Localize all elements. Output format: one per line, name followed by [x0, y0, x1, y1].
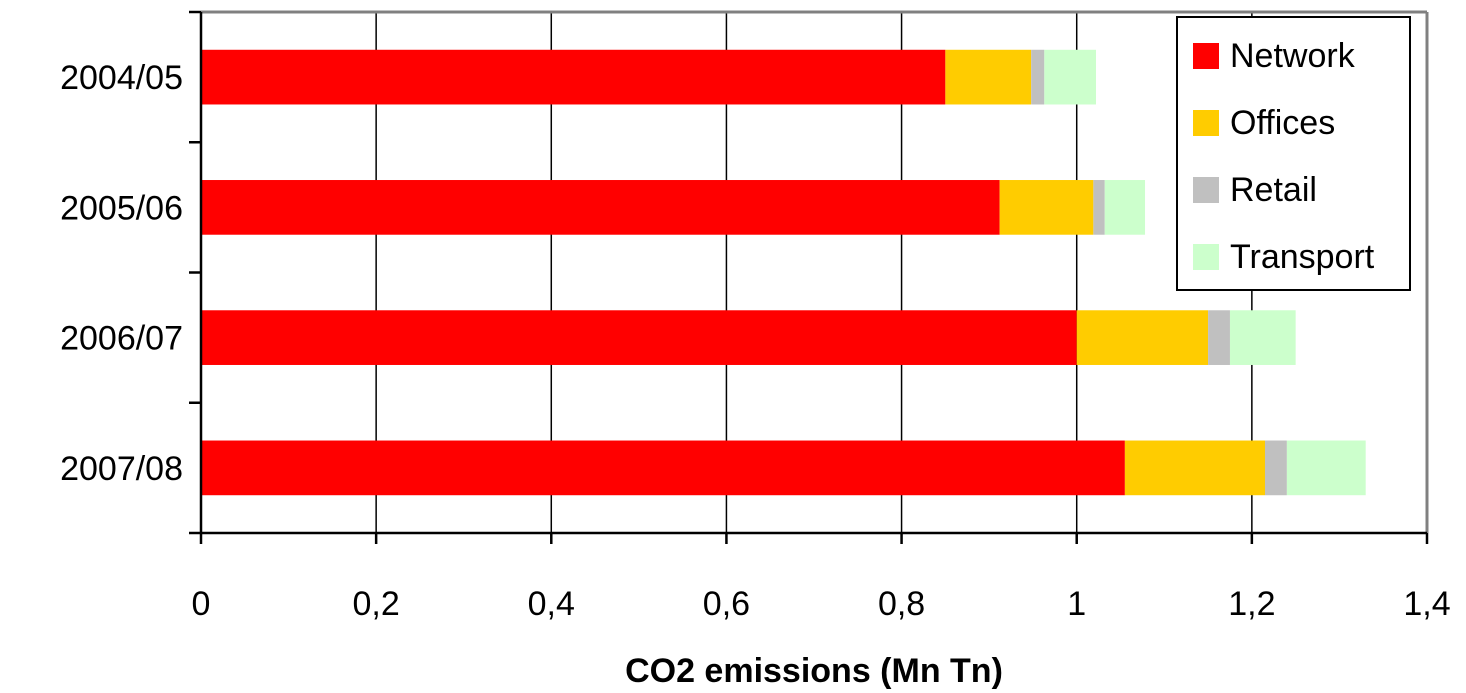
- bar-retail-2004-05: [1031, 49, 1045, 105]
- bar-network-2004-05: [201, 49, 946, 105]
- y-axis-ticks: 2004/05 2005/06 2006/07 2007/08: [60, 10, 201, 535]
- bar-transport-2007-08: [1286, 440, 1366, 496]
- x-tick-label: 1,2: [1228, 585, 1275, 623]
- x-tick-label: 0: [192, 585, 211, 623]
- y-tick-label: 2006/07: [60, 320, 183, 358]
- x-tick-label: 0,4: [528, 585, 575, 623]
- bar-transport-2005-06: [1104, 180, 1146, 235]
- bar-offices-2005-06: [999, 180, 1094, 235]
- bar-transport-2006-07: [1229, 310, 1296, 365]
- legend-swatch-retail: [1193, 177, 1219, 203]
- y-tick-label: 2004/05: [60, 59, 183, 97]
- bar-offices-2006-07: [1076, 310, 1209, 365]
- legend: Network Offices Retail Transport: [1176, 16, 1411, 291]
- axes: [199, 10, 1429, 535]
- bar-offices-2007-08: [1124, 440, 1265, 496]
- legend-swatch-offices: [1193, 110, 1219, 136]
- legend-swatch-transport: [1193, 244, 1219, 270]
- bar-network-2005-06: [201, 180, 1000, 235]
- bar-retail-2007-08: [1264, 440, 1287, 496]
- x-tick-label: 1,4: [1403, 585, 1450, 623]
- legend-label-network: Network: [1230, 37, 1356, 75]
- x-tick-label: 0,2: [353, 585, 400, 623]
- bar-network-2006-07: [201, 310, 1077, 365]
- y-tick-label: 2005/06: [60, 189, 183, 227]
- bar-retail-2005-06: [1093, 180, 1105, 235]
- x-axis-ticks: 0 0,2 0,4 0,6 0,8 1 1,2 1,4: [192, 533, 1451, 623]
- x-tick-label: 1: [1067, 585, 1086, 623]
- legend-label-retail: Retail: [1230, 171, 1317, 209]
- bars: [201, 49, 1366, 496]
- bar-offices-2004-05: [945, 49, 1032, 105]
- bar-retail-2006-07: [1208, 310, 1230, 365]
- x-axis-title: CO2 emissions (Mn Tn): [625, 652, 1003, 690]
- bar-transport-2004-05: [1044, 49, 1096, 105]
- legend-label-offices: Offices: [1230, 104, 1335, 142]
- legend-swatch-network: [1193, 43, 1219, 69]
- x-tick-label: 0,6: [703, 585, 750, 623]
- bar-network-2007-08: [201, 440, 1125, 496]
- legend-label-transport: Transport: [1230, 238, 1375, 276]
- x-tick-label: 0,8: [878, 585, 925, 623]
- y-tick-label: 2007/08: [60, 450, 183, 488]
